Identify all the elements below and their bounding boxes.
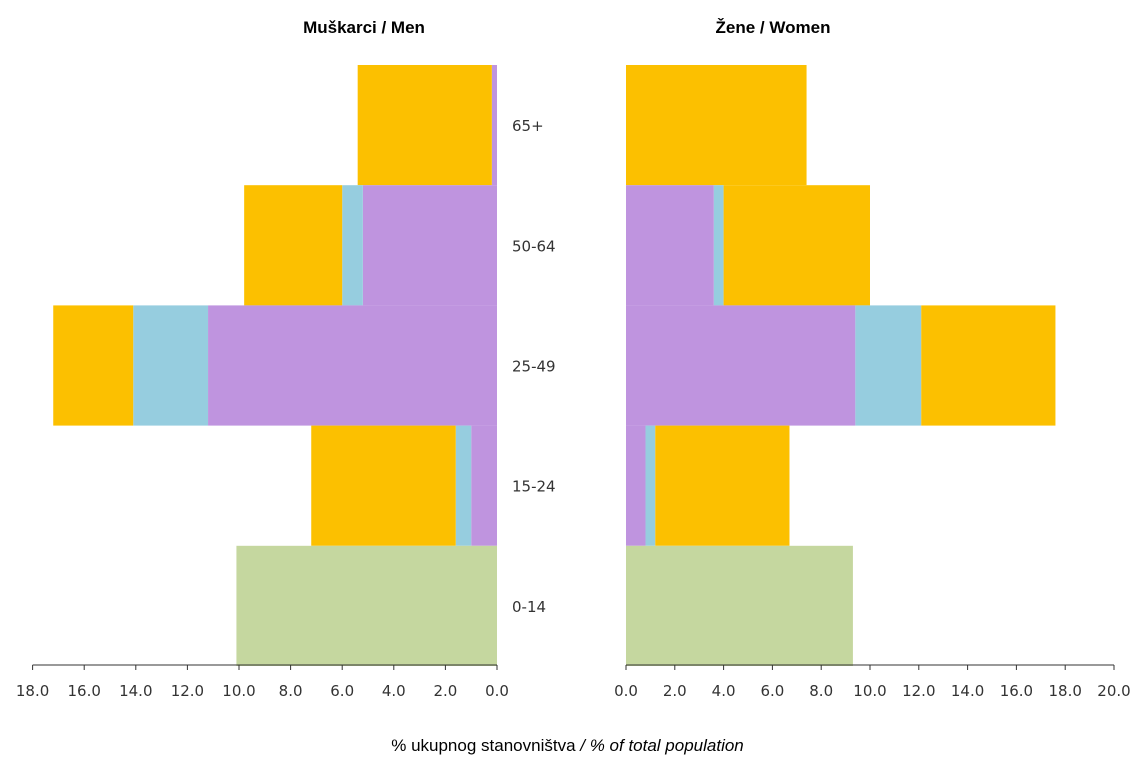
bar-men-25-49-s1 — [208, 305, 498, 426]
men-tick-label: 6.0 — [330, 682, 354, 700]
women-tick-label: 6.0 — [760, 682, 784, 700]
women-panel-title: Žene / Women — [716, 18, 831, 37]
bar-women-50-64-s2 — [713, 185, 724, 306]
age-label-15-24: 15-24 — [512, 478, 556, 496]
women-tick-label: 16.0 — [1000, 682, 1033, 700]
women-tick-label: 12.0 — [902, 682, 935, 700]
bar-women-25-49-s3 — [921, 305, 1056, 426]
bar-men-65+-s1 — [491, 65, 497, 186]
men-tick-label: 2.0 — [433, 682, 457, 700]
women-tick-label: 10.0 — [853, 682, 886, 700]
axes-group: 0.0 2.0 4.0 6.0 8.0 10.0 12.0 14.0 16.0 18.0 0.0 2.… — [16, 664, 1131, 700]
bar-women-0-14-s4 — [626, 545, 853, 666]
x-axis-label-main: % ukupnog stanovništva — [391, 736, 576, 755]
men-tick-label: 10.0 — [222, 682, 255, 700]
bar-women-15-24-s3 — [655, 425, 790, 546]
bar-women-25-49-s1 — [626, 305, 856, 426]
bar-women-25-49-s2 — [855, 305, 922, 426]
women-tick-label: 8.0 — [809, 682, 833, 700]
bar-men-15-24-s3 — [311, 425, 456, 546]
x-axis-label: % ukupnog stanovništva / % of total popu… — [0, 736, 1135, 756]
men-tick-label: 8.0 — [279, 682, 303, 700]
bar-men-50-64-s1 — [362, 185, 497, 306]
bar-men-50-64-s3 — [244, 185, 343, 306]
x-axis-label-english: / % of total population — [575, 736, 744, 755]
men-tick-label: 0.0 — [485, 682, 509, 700]
women-tick-label: 14.0 — [951, 682, 984, 700]
age-labels-group: 65+ 50-64 25-49 15-24 0-14 — [512, 117, 556, 616]
age-label-65+: 65+ — [512, 117, 544, 135]
bar-men-15-24-s1 — [471, 425, 497, 546]
men-tick-label: 12.0 — [171, 682, 204, 700]
age-label-0-14: 0-14 — [512, 598, 546, 616]
bar-women-15-24-s2 — [645, 425, 656, 546]
bar-women-50-64-s1 — [626, 185, 714, 306]
bar-men-50-64-s2 — [342, 185, 363, 306]
bar-women-65+-s3 — [626, 65, 807, 186]
men-tick-label: 4.0 — [382, 682, 406, 700]
bar-men-0-14-s4 — [236, 545, 498, 666]
bar-women-15-24-s1 — [626, 425, 646, 546]
men-tick-label: 16.0 — [67, 682, 100, 700]
men-panel-title: Muškarci / Men — [303, 18, 425, 37]
age-label-50-64: 50-64 — [512, 237, 556, 255]
bar-men-25-49-s3 — [53, 305, 134, 426]
bar-men-15-24-s2 — [455, 425, 472, 546]
bar-men-65+-s3 — [357, 65, 492, 186]
bar-men-25-49-s2 — [133, 305, 209, 426]
men-tick-label: 14.0 — [119, 682, 152, 700]
women-tick-label: 18.0 — [1048, 682, 1081, 700]
bar-women-50-64-s3 — [723, 185, 870, 306]
women-tick-label: 20.0 — [1097, 682, 1130, 700]
men-tick-label: 18.0 — [16, 682, 49, 700]
bars-group — [53, 65, 1056, 666]
women-tick-label: 0.0 — [614, 682, 638, 700]
age-label-25-49: 25-49 — [512, 358, 556, 376]
women-tick-label: 2.0 — [663, 682, 687, 700]
women-tick-label: 4.0 — [712, 682, 736, 700]
